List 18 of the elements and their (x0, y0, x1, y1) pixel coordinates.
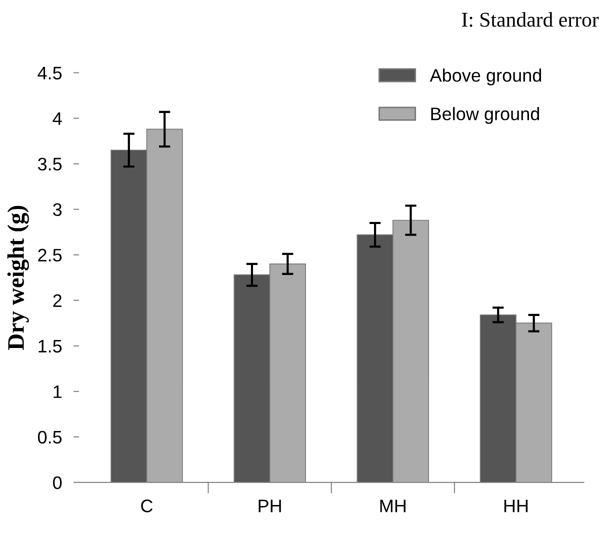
x-tick-label: PH (258, 500, 281, 512)
x-tick-label: MH (380, 500, 406, 512)
y-tick-label: 3 (53, 203, 62, 216)
legend-label: Below ground (431, 107, 540, 124)
y-tick-label: 4.5 (38, 66, 62, 80)
y-axis-title: Dry weight (g) (7, 206, 29, 350)
text: I: Standard error (462, 12, 599, 27)
x-tick-label: HH (504, 500, 528, 512)
y-tick-label: 2 (53, 294, 62, 307)
y-tick-label: 3.5 (38, 158, 62, 171)
y-tick-label: 0.5 (38, 430, 62, 444)
y-tick-label: 1.5 (38, 340, 62, 353)
legend-label: Above ground (430, 68, 542, 86)
y-tick-label: 4 (52, 112, 62, 125)
y-tick-label: 2.5 (38, 248, 62, 262)
x-tick-label: C (141, 500, 153, 512)
y-tick-label: 0 (53, 476, 62, 490)
y-tick-label: 1 (54, 385, 62, 398)
